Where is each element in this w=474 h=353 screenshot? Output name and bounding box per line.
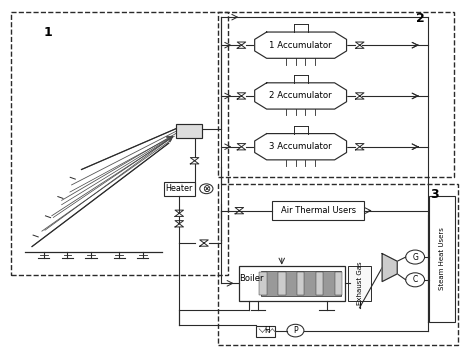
Text: P: P xyxy=(293,326,298,335)
Text: 1: 1 xyxy=(44,26,53,40)
Polygon shape xyxy=(255,32,346,58)
Text: H: H xyxy=(264,326,270,335)
Text: Heater: Heater xyxy=(165,184,193,193)
Text: Air Thermal Users: Air Thermal Users xyxy=(281,206,356,215)
Bar xyxy=(335,272,342,294)
Bar xyxy=(278,272,285,294)
Bar xyxy=(218,184,458,345)
Text: Boiler: Boiler xyxy=(239,274,264,282)
Text: ⊗: ⊗ xyxy=(202,184,210,194)
Bar xyxy=(218,12,454,176)
Polygon shape xyxy=(255,133,346,160)
Bar xyxy=(259,272,267,294)
Bar xyxy=(316,272,323,294)
Polygon shape xyxy=(382,253,397,282)
Text: 3: 3 xyxy=(430,187,439,201)
Text: Exhaust Gas: Exhaust Gas xyxy=(356,262,363,305)
Polygon shape xyxy=(255,83,346,109)
Text: Steam Heat Users: Steam Heat Users xyxy=(439,227,445,290)
Text: 2: 2 xyxy=(416,12,425,25)
Bar xyxy=(429,196,455,322)
Bar xyxy=(239,266,346,301)
Text: 1 Accumulator: 1 Accumulator xyxy=(269,41,332,50)
Bar xyxy=(256,327,275,337)
Polygon shape xyxy=(32,126,183,246)
Bar xyxy=(164,182,195,196)
Bar xyxy=(273,201,364,220)
Bar xyxy=(11,12,228,275)
Text: G: G xyxy=(412,252,418,262)
Text: 3 Accumulator: 3 Accumulator xyxy=(269,142,332,151)
Bar xyxy=(297,272,304,294)
Bar xyxy=(348,266,371,301)
Bar xyxy=(176,124,201,138)
Text: 2 Accumulator: 2 Accumulator xyxy=(269,91,332,101)
Bar xyxy=(261,271,341,295)
Text: C: C xyxy=(412,275,418,284)
